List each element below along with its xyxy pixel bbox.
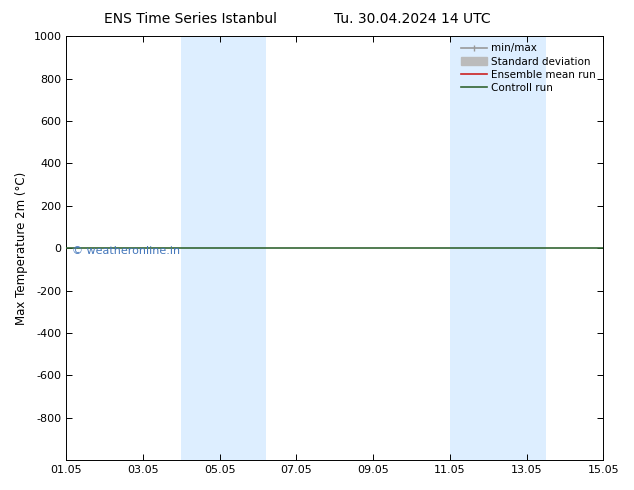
Bar: [450, 36, 546, 460]
Bar: [181, 36, 266, 460]
Y-axis label: Max Temperature 2m (°C): Max Temperature 2m (°C): [15, 172, 28, 325]
Text: © weatheronline.in: © weatheronline.in: [72, 246, 180, 256]
Text: Tu. 30.04.2024 14 UTC: Tu. 30.04.2024 14 UTC: [333, 12, 491, 26]
Legend: min/max, Standard deviation, Ensemble mean run, Controll run: min/max, Standard deviation, Ensemble me…: [459, 41, 598, 95]
Text: ENS Time Series Istanbul: ENS Time Series Istanbul: [104, 12, 276, 26]
